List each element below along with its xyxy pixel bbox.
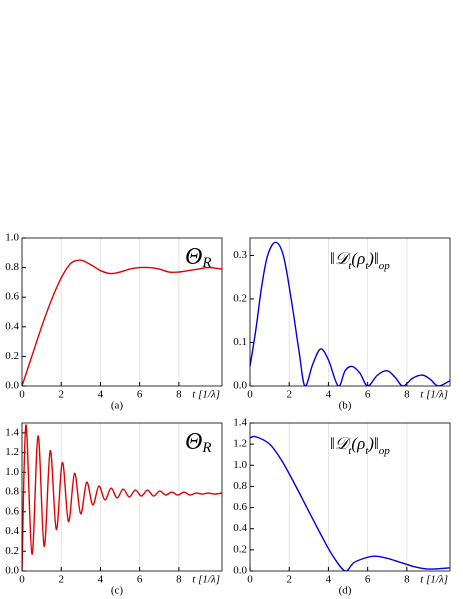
y-tick-label: 0.0 — [5, 380, 19, 392]
x-tick-label: 4 — [98, 389, 104, 401]
x-tick-label: 2 — [58, 389, 64, 401]
annotation: ‖𝒟t(ρt)‖op — [330, 434, 390, 457]
data-line — [250, 435, 450, 571]
x-tick-label: 8 — [404, 389, 410, 401]
data-line — [22, 259, 222, 386]
y-tick-label: 0.0 — [233, 565, 247, 577]
y-tick-label: 0.2 — [233, 292, 247, 304]
annotation: ΘR — [185, 244, 212, 272]
x-tick-label: 4 — [98, 574, 104, 586]
x-axis-label: t [1/λ] — [192, 389, 220, 401]
x-tick-label: 6 — [137, 574, 143, 586]
y-tick-label: 0.0 — [233, 380, 247, 392]
annotation-subscript: R — [201, 255, 211, 271]
x-tick-label: 8 — [404, 574, 410, 586]
panel-caption: (d) — [339, 585, 352, 597]
annotation-subscript: t — [348, 445, 352, 457]
x-tick-label: 2 — [286, 574, 292, 586]
annotation-text: Θ — [185, 429, 202, 455]
plot — [250, 241, 450, 386]
annotation: ‖𝒟t(ρt)‖op — [330, 249, 390, 272]
y-tick-label: 0.2 — [5, 545, 19, 557]
panel-caption: (a) — [111, 400, 124, 412]
plot — [22, 259, 222, 386]
plot-frame — [21, 422, 223, 572]
y-tick-label: 0.4 — [5, 525, 19, 537]
x-tick-label: 0 — [247, 574, 253, 586]
plot — [22, 424, 222, 571]
annotation-text: (ρ — [351, 434, 365, 453]
annotation-text: (ρ — [351, 249, 365, 268]
y-tick-label: 0.3 — [233, 249, 247, 261]
x-axis-label: t [1/λ] — [420, 389, 448, 401]
plot-frame — [249, 422, 451, 572]
y-tick-label: 1.0 — [5, 232, 19, 244]
x-tick-label: 0 — [19, 574, 25, 586]
y-tick-label: 0.0 — [5, 565, 19, 577]
y-tick-label: 0.6 — [5, 505, 19, 517]
x-tick-label: 6 — [137, 389, 143, 401]
y-tick-label: 1.0 — [233, 459, 247, 471]
plot-frame — [21, 237, 223, 387]
x-tick-label: 8 — [176, 389, 182, 401]
y-tick-label: 0.4 — [233, 522, 247, 534]
plot-frame — [249, 237, 451, 387]
x-tick-label: 6 — [365, 389, 371, 401]
y-tick-label: 0.2 — [233, 543, 247, 555]
x-tick-label: 2 — [58, 574, 64, 586]
y-tick-label: 1.2 — [5, 446, 19, 458]
y-tick-label: 0.2 — [5, 350, 19, 362]
x-tick-label: 4 — [326, 389, 332, 401]
y-tick-label: 0.4 — [5, 320, 19, 332]
annotation-subscript: t — [348, 260, 352, 272]
y-tick-label: 0.8 — [5, 261, 19, 273]
annotation-text: ‖𝒟 — [330, 249, 352, 268]
x-axis-label: t [1/λ] — [192, 574, 220, 586]
data-line — [22, 424, 222, 571]
annotation-text: )‖ — [367, 249, 378, 268]
y-tick-label: 0.6 — [5, 291, 19, 303]
annotation-text: )‖ — [367, 434, 378, 453]
data-line — [250, 241, 450, 386]
annotation-subscript: t — [365, 260, 369, 272]
y-tick-label: 0.8 — [233, 480, 247, 492]
y-tick-label: 0.6 — [233, 501, 247, 513]
panel-caption: (b) — [339, 400, 352, 412]
annotation-text: ‖𝒟 — [330, 434, 352, 453]
x-tick-label: 0 — [19, 389, 25, 401]
annotation-subscript: t — [365, 445, 369, 457]
annotation-subscript: op — [379, 260, 391, 272]
x-tick-label: 2 — [286, 389, 292, 401]
annotation-text: Θ — [185, 244, 202, 270]
plot — [250, 435, 450, 571]
y-tick-label: 0.8 — [5, 486, 19, 498]
y-tick-label: 1.4 — [233, 417, 247, 429]
y-tick-label: 0.1 — [233, 336, 247, 348]
annotation-subscript: R — [201, 440, 211, 456]
x-tick-label: 4 — [326, 574, 332, 586]
y-tick-label: 1.4 — [5, 426, 19, 438]
annotation: ΘR — [185, 429, 212, 457]
x-tick-label: 6 — [365, 574, 371, 586]
x-tick-label: 0 — [247, 389, 253, 401]
panel-caption: (c) — [111, 585, 124, 597]
x-tick-label: 8 — [176, 574, 182, 586]
y-tick-label: 1.2 — [233, 438, 247, 450]
y-tick-label: 1.0 — [5, 466, 19, 478]
annotation-subscript: op — [379, 445, 391, 457]
x-axis-label: t [1/λ] — [420, 574, 448, 586]
